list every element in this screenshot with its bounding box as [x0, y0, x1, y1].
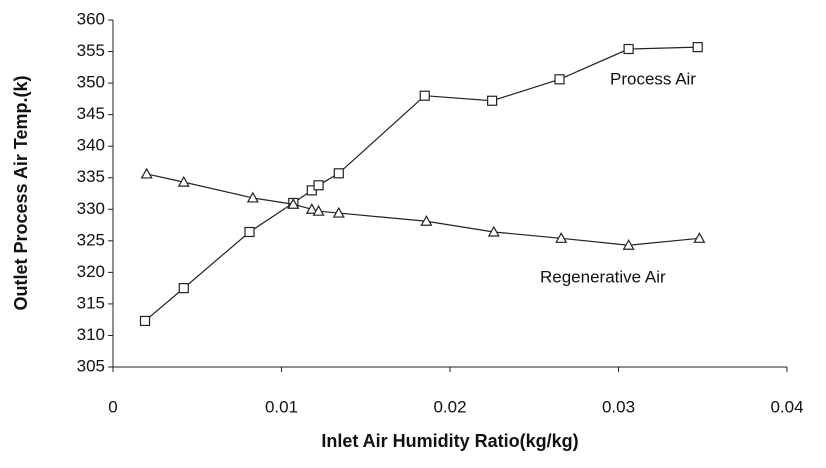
marker — [244, 226, 255, 238]
marker — [313, 180, 324, 191]
series-label: Regenerative Air — [540, 267, 666, 286]
x-tick-label: 0.02 — [433, 397, 466, 416]
y-tick-label: 355 — [77, 41, 105, 60]
marker — [332, 206, 345, 218]
x-tick-label: 0.01 — [265, 397, 298, 416]
y-tick-label: 315 — [77, 293, 105, 312]
y-tick-label: 350 — [77, 73, 105, 92]
y-axis-title: Outlet Process Air Temp.(k) — [11, 75, 31, 310]
y-tick-label: 340 — [77, 136, 105, 155]
marker — [333, 168, 344, 179]
marker — [177, 175, 190, 187]
marker — [554, 74, 565, 85]
y-tick-label: 325 — [77, 230, 105, 249]
x-tick-label: 0.04 — [770, 397, 803, 416]
marker — [139, 315, 151, 327]
y-tick-label: 310 — [77, 325, 105, 344]
marker — [287, 197, 300, 209]
marker — [246, 191, 259, 203]
marker — [420, 215, 433, 226]
y-tick-label: 330 — [77, 199, 105, 218]
marker — [305, 203, 318, 214]
marker — [312, 204, 325, 216]
marker — [555, 232, 568, 243]
y-tick-label: 360 — [77, 9, 105, 28]
marker — [692, 42, 703, 53]
series-label: Process Air — [610, 69, 696, 88]
y-tick-label: 345 — [77, 104, 105, 123]
y-tick-label: 335 — [77, 167, 105, 186]
marker — [623, 43, 634, 55]
series-line — [146, 173, 700, 246]
marker — [693, 232, 706, 243]
x-axis-title: Inlet Air Humidity Ratio(kg/kg) — [321, 431, 578, 451]
x-tick-label: 0 — [108, 397, 117, 416]
marker — [419, 90, 430, 101]
marker — [140, 167, 153, 179]
series-line — [144, 46, 698, 322]
y-tick-label: 320 — [77, 262, 105, 281]
x-tick-label: 0.03 — [602, 397, 635, 416]
marker — [622, 238, 635, 250]
marker — [487, 225, 500, 237]
marker — [487, 95, 498, 106]
y-tick-label: 305 — [77, 356, 105, 375]
marker — [178, 283, 189, 294]
